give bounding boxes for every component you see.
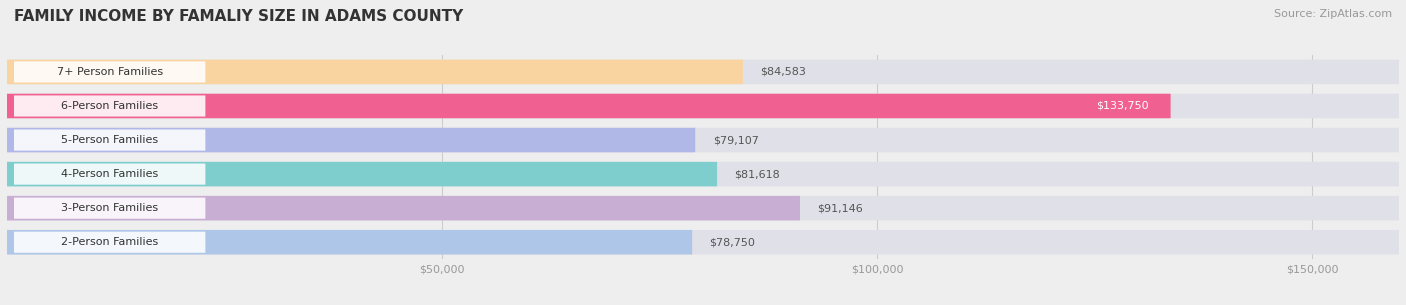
FancyBboxPatch shape [7, 94, 1171, 118]
Text: $84,583: $84,583 [761, 67, 806, 77]
FancyBboxPatch shape [7, 196, 800, 221]
FancyBboxPatch shape [7, 128, 1399, 152]
Text: $133,750: $133,750 [1097, 101, 1149, 111]
Text: $79,107: $79,107 [713, 135, 758, 145]
FancyBboxPatch shape [7, 128, 695, 152]
FancyBboxPatch shape [7, 196, 1399, 221]
FancyBboxPatch shape [7, 94, 1399, 118]
FancyBboxPatch shape [14, 61, 205, 82]
FancyBboxPatch shape [14, 232, 205, 253]
FancyBboxPatch shape [14, 198, 205, 219]
Text: 6-Person Families: 6-Person Families [60, 101, 159, 111]
FancyBboxPatch shape [7, 230, 1399, 254]
Text: FAMILY INCOME BY FAMALIY SIZE IN ADAMS COUNTY: FAMILY INCOME BY FAMALIY SIZE IN ADAMS C… [14, 9, 464, 24]
Text: 4-Person Families: 4-Person Families [60, 169, 159, 179]
Text: $78,750: $78,750 [710, 237, 755, 247]
Text: $91,146: $91,146 [817, 203, 863, 213]
FancyBboxPatch shape [7, 230, 692, 254]
Text: $81,618: $81,618 [734, 169, 780, 179]
FancyBboxPatch shape [7, 162, 717, 186]
Text: 2-Person Families: 2-Person Families [60, 237, 159, 247]
FancyBboxPatch shape [7, 60, 742, 84]
Text: Source: ZipAtlas.com: Source: ZipAtlas.com [1274, 9, 1392, 19]
Text: 3-Person Families: 3-Person Families [60, 203, 159, 213]
FancyBboxPatch shape [14, 95, 205, 117]
FancyBboxPatch shape [7, 162, 1399, 186]
Text: 5-Person Families: 5-Person Families [60, 135, 159, 145]
FancyBboxPatch shape [14, 130, 205, 151]
Text: 7+ Person Families: 7+ Person Families [56, 67, 163, 77]
FancyBboxPatch shape [7, 60, 1399, 84]
FancyBboxPatch shape [14, 163, 205, 185]
